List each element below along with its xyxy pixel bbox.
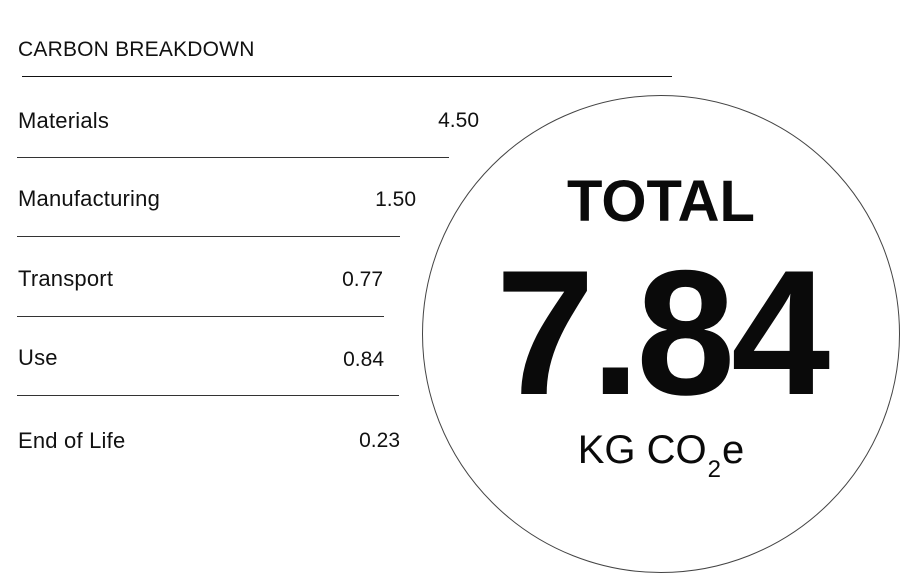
row-divider-use [17, 395, 399, 396]
breakdown-heading: CARBON BREAKDOWN [18, 38, 255, 61]
row-label-end-of-life: End of Life [18, 428, 126, 453]
total-unit: KG CO2e [422, 428, 900, 483]
row-label-transport: Transport [18, 266, 114, 291]
row-divider-materials [17, 157, 449, 158]
row-value-end-of-life: 0.23 [359, 429, 400, 452]
row-divider-manufacturing [17, 236, 400, 237]
total-value: 7.84 [495, 233, 830, 432]
row-value-use: 0.84 [343, 348, 384, 371]
unit-prefix: KG CO [577, 428, 707, 472]
unit-suffix: e [722, 428, 745, 472]
row-label-use: Use [18, 345, 58, 370]
unit-subscript: 2 [707, 456, 721, 483]
row-label-manufacturing: Manufacturing [18, 186, 161, 211]
heading-divider [22, 76, 672, 77]
row-divider-transport [17, 316, 384, 317]
total-circle [422, 95, 900, 573]
total-label: TOTAL [567, 169, 755, 234]
row-value-manufacturing: 1.50 [375, 188, 416, 211]
row-value-transport: 0.77 [342, 268, 383, 291]
row-label-materials: Materials [18, 108, 110, 133]
row-value-materials: 4.50 [438, 109, 479, 132]
